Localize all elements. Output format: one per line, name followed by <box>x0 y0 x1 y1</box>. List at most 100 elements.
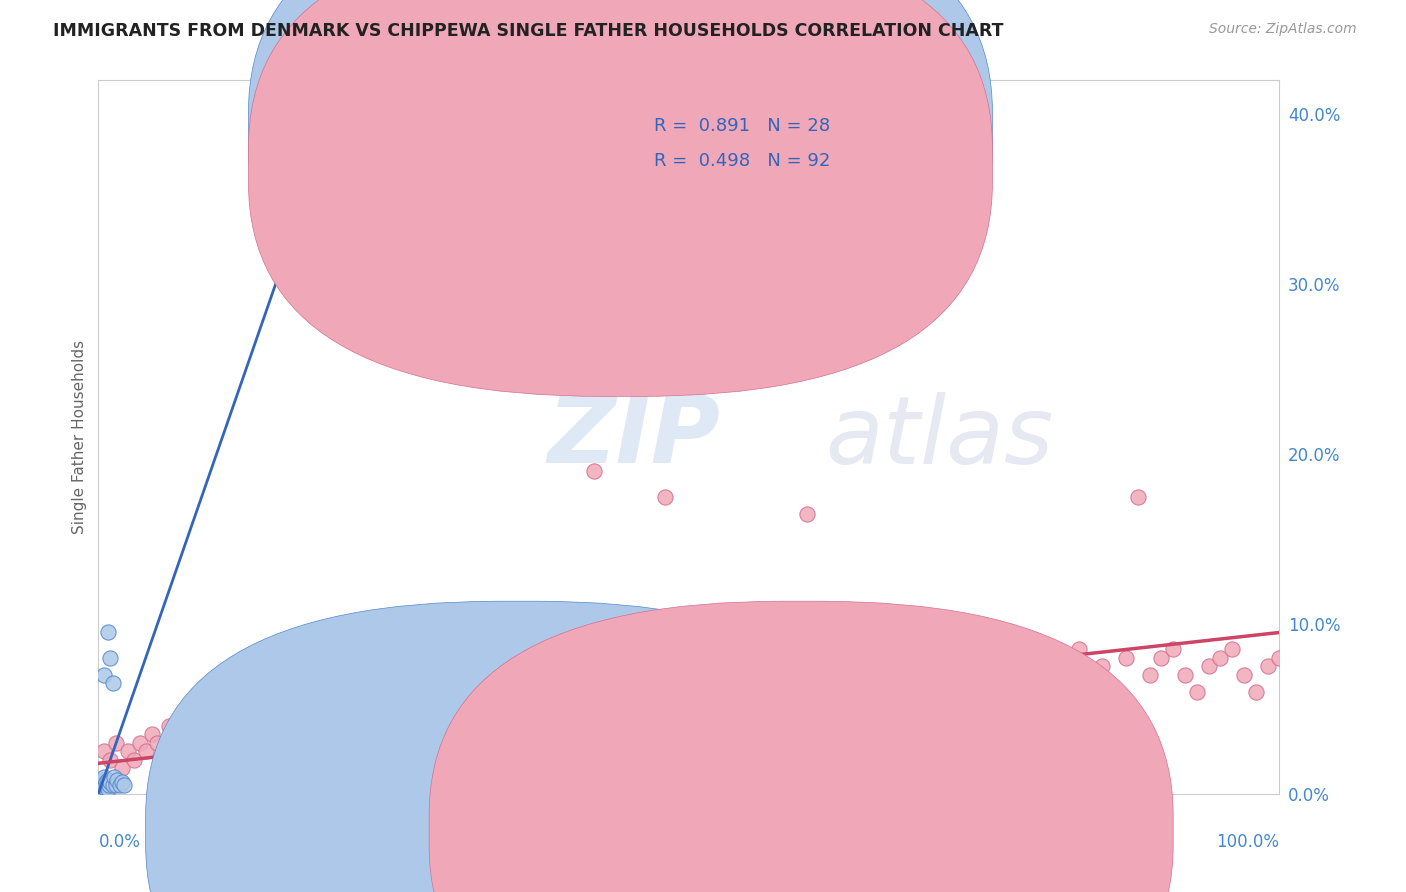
Point <box>536 642 558 657</box>
Point <box>205 693 228 707</box>
Point <box>1043 685 1066 699</box>
Point <box>98 778 121 792</box>
Point <box>98 651 121 665</box>
FancyBboxPatch shape <box>146 601 890 892</box>
Point <box>105 773 128 788</box>
Point <box>141 727 163 741</box>
Point <box>90 787 112 801</box>
Y-axis label: Single Father Households: Single Father Households <box>72 340 87 534</box>
Point <box>737 659 759 673</box>
Text: 100.0%: 100.0% <box>1216 833 1279 851</box>
Point <box>111 761 134 775</box>
Point <box>607 642 630 657</box>
Point <box>105 778 128 792</box>
Point <box>997 651 1019 665</box>
Point <box>89 778 111 792</box>
Point <box>820 651 842 665</box>
Point <box>128 736 150 750</box>
Point <box>157 719 180 733</box>
Point <box>117 744 139 758</box>
Point <box>108 778 131 792</box>
Text: Chippewa: Chippewa <box>828 822 904 838</box>
Point <box>925 685 948 699</box>
Point <box>93 744 115 758</box>
Point <box>299 642 322 657</box>
Point <box>571 676 593 690</box>
Point <box>855 659 877 673</box>
Point <box>382 693 405 707</box>
Point <box>1139 668 1161 682</box>
Point <box>866 685 889 699</box>
Point <box>152 753 174 767</box>
Text: R =  0.891   N = 28: R = 0.891 N = 28 <box>654 117 830 135</box>
Point <box>93 770 115 784</box>
Point <box>112 778 135 792</box>
Point <box>97 773 120 788</box>
Point <box>146 736 169 750</box>
Point <box>135 744 157 758</box>
Point <box>441 693 464 707</box>
Point <box>654 490 676 504</box>
Point <box>98 775 121 789</box>
Point <box>879 651 901 665</box>
Point <box>1080 668 1102 682</box>
Point <box>91 781 114 796</box>
Point <box>903 668 925 682</box>
Point <box>90 781 112 796</box>
Point <box>103 770 125 784</box>
Point <box>1150 651 1173 665</box>
Point <box>323 693 346 707</box>
Point <box>453 676 475 690</box>
Point <box>1268 651 1291 665</box>
Point <box>89 783 111 797</box>
Point <box>807 659 830 673</box>
Point <box>335 668 357 682</box>
Point <box>560 668 582 682</box>
Point <box>93 787 115 801</box>
Point <box>264 659 287 673</box>
Point <box>394 676 416 690</box>
Text: Immigrants from Denmark: Immigrants from Denmark <box>546 822 748 838</box>
Point <box>1091 659 1114 673</box>
Text: IMMIGRANTS FROM DENMARK VS CHIPPEWA SINGLE FATHER HOUSEHOLDS CORRELATION CHART: IMMIGRANTS FROM DENMARK VS CHIPPEWA SING… <box>53 22 1004 40</box>
Text: Source: ZipAtlas.com: Source: ZipAtlas.com <box>1209 22 1357 37</box>
Point <box>94 781 117 796</box>
Point <box>666 676 689 690</box>
Point <box>844 668 866 682</box>
FancyBboxPatch shape <box>582 102 890 191</box>
Point <box>97 625 120 640</box>
FancyBboxPatch shape <box>429 601 1173 892</box>
Point <box>619 668 641 682</box>
Point <box>312 676 335 690</box>
Point <box>1126 490 1149 504</box>
Point <box>91 783 114 797</box>
Point <box>105 736 128 750</box>
Text: ZIP: ZIP <box>547 391 720 483</box>
Point <box>772 668 794 682</box>
Point <box>796 507 818 521</box>
Point <box>217 685 239 699</box>
Point <box>890 642 912 657</box>
Text: atlas: atlas <box>825 392 1053 483</box>
Point <box>689 651 711 665</box>
Point <box>1233 668 1256 682</box>
Point <box>194 702 217 716</box>
Point <box>1244 685 1267 699</box>
Point <box>176 736 198 750</box>
Point <box>91 777 114 791</box>
Point <box>200 727 222 741</box>
Point <box>748 651 770 665</box>
Text: R =  0.498   N = 92: R = 0.498 N = 92 <box>654 153 830 170</box>
Point <box>973 659 995 673</box>
Point <box>359 710 381 724</box>
Point <box>1102 685 1125 699</box>
Point <box>984 685 1007 699</box>
Point <box>1032 659 1054 673</box>
Point <box>170 727 193 741</box>
Point <box>524 659 547 673</box>
Point <box>430 651 453 665</box>
Text: 0.0%: 0.0% <box>98 833 141 851</box>
Point <box>477 659 499 673</box>
Point <box>294 158 316 172</box>
Point <box>111 775 134 789</box>
